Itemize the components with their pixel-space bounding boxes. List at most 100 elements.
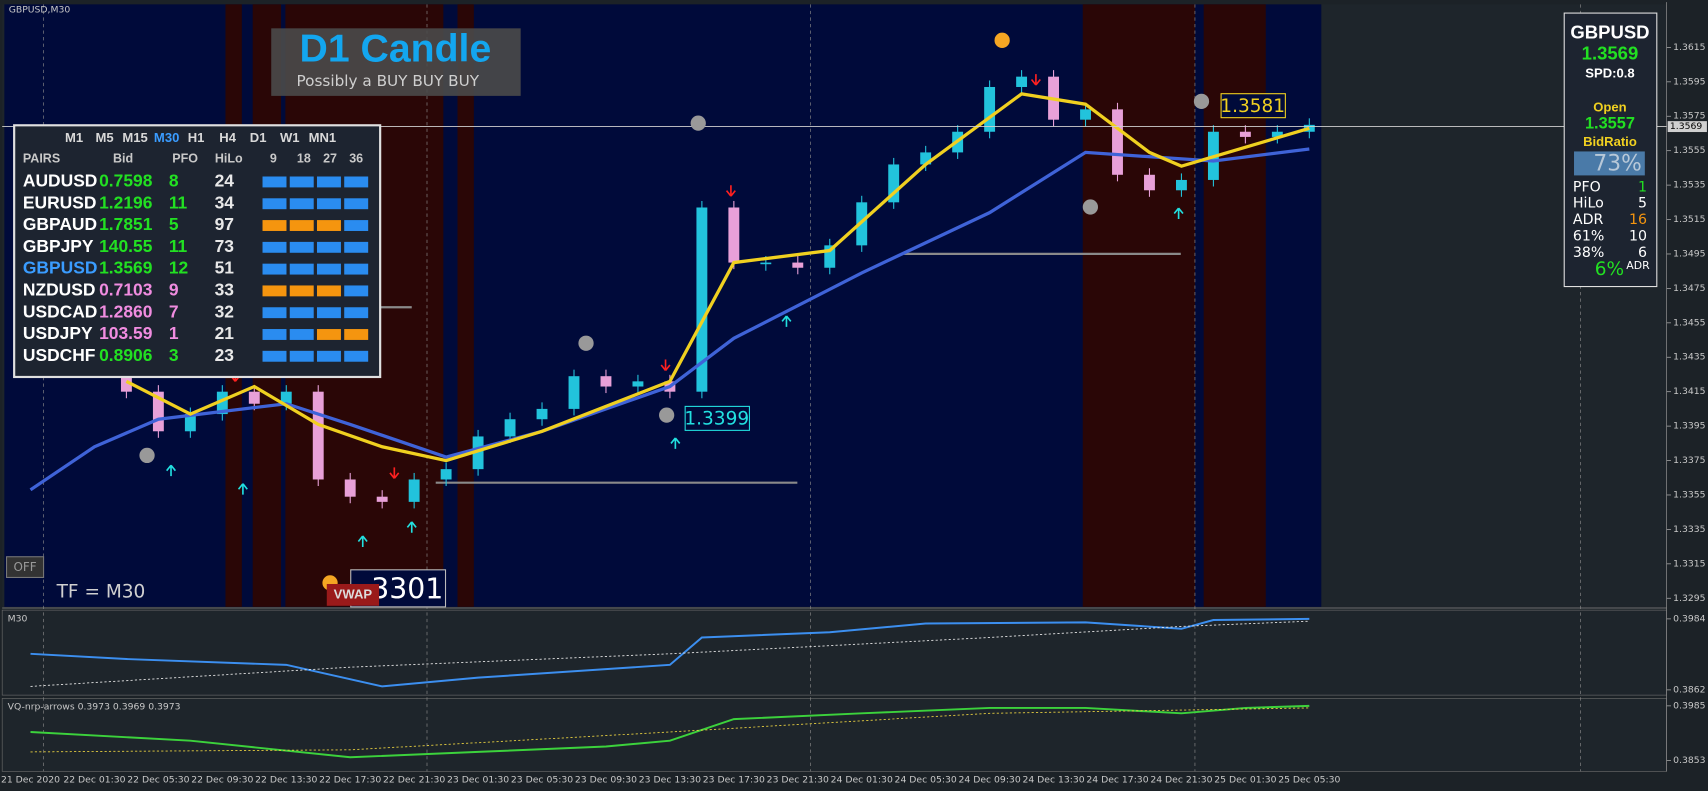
up-arrow	[237, 483, 248, 495]
trend-box	[344, 241, 369, 253]
x-tick-label: 22 Dec 05:30	[127, 775, 189, 786]
trend-box	[262, 285, 287, 297]
candle-body	[1271, 131, 1283, 137]
trend-box	[344, 220, 369, 231]
stat-value: 5	[1638, 196, 1647, 212]
hilo: 73	[215, 236, 235, 256]
candle-body	[248, 391, 260, 404]
trend-box	[262, 263, 287, 275]
up-arrow	[781, 315, 792, 327]
up-arrow	[357, 535, 368, 547]
candle-body	[600, 376, 612, 387]
column-header: HiLo	[215, 151, 243, 165]
column-header: 9	[270, 151, 277, 165]
y-tick-label: 1.3395	[1673, 421, 1705, 432]
window-title: GBPUSD,M30	[9, 4, 71, 15]
pfo: 11	[169, 236, 188, 256]
candle-body	[1239, 131, 1251, 137]
y-tick-label: 1.3415	[1673, 386, 1705, 397]
indicator-line	[30, 617, 1310, 688]
trend-box	[344, 263, 369, 275]
timeframe-tab[interactable]: M30	[154, 130, 179, 145]
trend-box	[289, 220, 314, 231]
candle-body	[344, 479, 356, 497]
trend-box	[344, 198, 369, 210]
timeframe-tab[interactable]: M15	[122, 130, 147, 145]
trend-box	[289, 198, 314, 210]
trend-box	[289, 307, 314, 319]
candle-body	[184, 414, 196, 432]
down-arrow	[660, 359, 671, 371]
timeframe-tab[interactable]: D1	[250, 130, 267, 145]
y-tick-label: 1.3495	[1673, 248, 1705, 259]
pivot-dot	[578, 335, 594, 351]
x-tick-label: 22 Dec 09:30	[191, 775, 253, 786]
y-tick-label: 1.3355	[1673, 489, 1705, 500]
timeframe-tab[interactable]: W1	[280, 130, 300, 145]
x-tick-label: 24 Dec 09:30	[959, 775, 1021, 786]
plot: 1.3295 1.3315 1.3335 1.3355 1.3375 1.3395 1.34…	[1, 12, 1707, 786]
candle-body	[920, 152, 932, 165]
d1-subtitle: Possibly a BUY BUY BUY	[296, 72, 479, 90]
trend-box	[262, 350, 287, 362]
column-header: 36	[349, 151, 363, 165]
trend-box	[316, 350, 341, 362]
timeframe-tab[interactable]: MN1	[309, 130, 337, 145]
candle-body	[1016, 76, 1028, 87]
pair: USDCAD	[23, 301, 98, 321]
stat-label: PFO	[1573, 179, 1601, 195]
candle-body	[408, 479, 420, 502]
bid: 0.8906	[99, 345, 153, 365]
trend-box	[289, 263, 314, 275]
hilo: 33	[215, 280, 235, 300]
trend-box	[316, 285, 341, 297]
trend-box	[262, 176, 287, 188]
up-arrow	[1173, 207, 1184, 219]
candle-body	[1144, 174, 1155, 191]
indicator-title: M30	[8, 613, 28, 624]
trend-box	[262, 307, 287, 319]
trend-box	[262, 329, 287, 340]
pivot-dot	[690, 115, 706, 131]
trend-box	[289, 241, 314, 253]
bid: 1.2196	[99, 192, 153, 212]
d1-box	[271, 28, 521, 96]
pfo: 8	[169, 171, 179, 191]
pfo: 7	[169, 301, 179, 321]
candle-body	[728, 207, 740, 263]
y-tick-label: 1.3435	[1673, 352, 1705, 363]
pair: GBPAUD	[23, 214, 97, 234]
pivot-dot	[659, 407, 675, 423]
candle-body	[696, 207, 708, 392]
x-tick-label: 24 Dec 05:30	[895, 775, 957, 786]
pair: NZDUSD	[23, 280, 96, 300]
hilo: 21	[215, 323, 235, 343]
timeframe-tab[interactable]: M5	[95, 130, 113, 145]
off-button[interactable]	[5, 556, 45, 578]
timeframe-tab[interactable]: M1	[65, 130, 83, 145]
pfo: 12	[169, 258, 188, 278]
up-arrow	[670, 437, 681, 449]
timeframe-tab[interactable]: H1	[188, 130, 205, 145]
adr-label: ADR	[1626, 259, 1650, 272]
stat-label: 38%	[1573, 245, 1604, 261]
adr-pct: 6%	[1595, 259, 1624, 280]
x-tick-label: 24 Dec 13:30	[1022, 775, 1084, 786]
x-tick-label: 22 Dec 01:30	[63, 775, 125, 786]
trend-box	[344, 307, 369, 319]
sub-pane	[1, 609, 1667, 696]
bid: 103.59	[99, 323, 153, 343]
pair: GBPJPY	[23, 236, 94, 256]
trend-box	[316, 220, 341, 231]
x-tick-label: 24 Dec 01:30	[831, 775, 893, 786]
hilo: 23	[215, 345, 235, 365]
candle-body	[1080, 109, 1091, 120]
vwap-label: VWAP	[334, 586, 373, 601]
stat-value: 10	[1629, 228, 1647, 244]
ratio: 73%	[1593, 152, 1641, 177]
x-tick-label: 22 Dec 21:30	[383, 775, 445, 786]
timeframe-tab[interactable]: H4	[219, 130, 236, 145]
up-arrow	[406, 521, 417, 533]
hilo: 34	[215, 192, 235, 212]
